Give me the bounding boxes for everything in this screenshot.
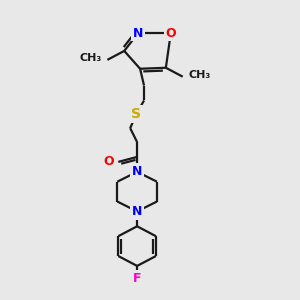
Text: CH₃: CH₃	[79, 53, 101, 63]
Text: O: O	[166, 27, 176, 40]
Text: O: O	[104, 155, 114, 168]
Text: N: N	[133, 27, 143, 40]
Text: N: N	[132, 205, 142, 218]
Text: S: S	[131, 107, 141, 121]
Text: CH₃: CH₃	[189, 70, 211, 80]
Text: N: N	[132, 165, 142, 178]
Text: F: F	[133, 272, 141, 285]
